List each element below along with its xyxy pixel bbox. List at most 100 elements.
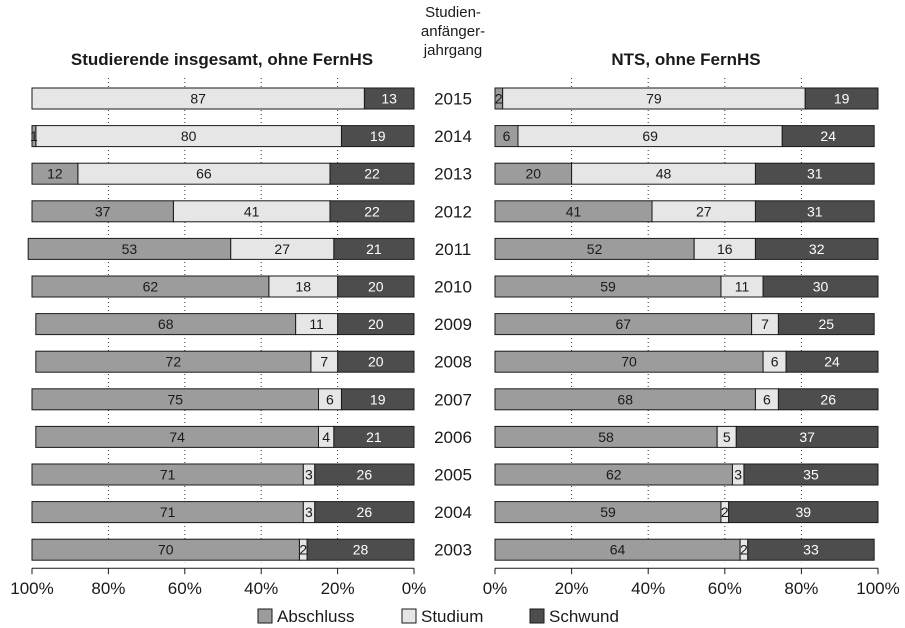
right-tick-label: 100% <box>856 579 899 598</box>
right-label-schwund-2005: 35 <box>803 467 819 483</box>
right-bar-schwund-2007 <box>777 388 879 411</box>
right-bar-schwund-2005 <box>743 463 879 486</box>
left-label-studium-2013: 66 <box>196 166 212 182</box>
year-label-2007: 2007 <box>434 390 472 409</box>
left-label-studium-2011: 27 <box>274 241 290 257</box>
left-label-abschluss-2004: 71 <box>160 504 176 520</box>
left-tick-label: 20% <box>321 579 355 598</box>
legend-label-studium: Studium <box>421 607 483 626</box>
right-label-schwund-2013: 31 <box>807 166 823 182</box>
right-label-studium-2013: 48 <box>656 166 672 182</box>
left-bar-abschluss-2011 <box>27 237 232 260</box>
left-label-studium-2015: 87 <box>190 91 206 107</box>
right-label-schwund-2006: 37 <box>799 429 815 445</box>
center-title-line-1: Studien- <box>425 4 481 21</box>
left-label-schwund-2015: 13 <box>381 91 397 107</box>
left-label-studium-2014: 80 <box>181 128 197 144</box>
right-tick-label: 0% <box>483 579 508 598</box>
right-label-schwund-2008: 24 <box>824 354 840 370</box>
left-bar-abschluss-2009 <box>35 313 297 336</box>
year-label-2014: 2014 <box>434 127 472 146</box>
year-label-2008: 2008 <box>434 353 472 372</box>
right-label-studium-2006: 5 <box>723 429 731 445</box>
left-label-abschluss-2011: 53 <box>122 241 138 257</box>
right-label-studium-2014: 69 <box>642 128 658 144</box>
left-bar-abschluss-2012 <box>31 200 174 223</box>
right-label-schwund-2012: 31 <box>807 203 823 219</box>
right-label-abschluss-2015: 2 <box>495 91 503 107</box>
left-label-schwund-2009: 20 <box>368 316 384 332</box>
left-label-schwund-2010: 20 <box>368 279 384 295</box>
left-label-studium-2007: 6 <box>326 391 334 407</box>
left-label-abschluss-2012: 37 <box>95 203 111 219</box>
right-label-abschluss-2011: 52 <box>587 241 603 257</box>
left-label-studium-2006: 4 <box>322 429 330 445</box>
right-label-schwund-2010: 30 <box>813 279 829 295</box>
left-label-abschluss-2006: 74 <box>169 429 185 445</box>
right-label-studium-2005: 3 <box>734 467 742 483</box>
left-label-schwund-2006: 21 <box>366 429 382 445</box>
right-label-abschluss-2005: 62 <box>606 467 622 483</box>
left-label-schwund-2005: 26 <box>357 467 373 483</box>
year-label-2013: 2013 <box>434 165 472 184</box>
legend-label-abschluss: Abschluss <box>277 607 354 626</box>
left-label-studium-2009: 11 <box>309 316 324 332</box>
left-label-abschluss-2005: 71 <box>160 467 176 483</box>
right-tick-label: 40% <box>631 579 665 598</box>
left-label-abschluss-2013: 12 <box>47 166 63 182</box>
right-tick-label: 20% <box>555 579 589 598</box>
left-label-studium-2012: 41 <box>244 203 260 219</box>
year-label-2003: 2003 <box>434 541 472 560</box>
right-label-abschluss-2009: 67 <box>616 316 632 332</box>
legend-swatch-studium <box>401 608 417 624</box>
right-panel-title: NTS, ohne FernHS <box>611 50 760 69</box>
year-label-2015: 2015 <box>434 90 472 109</box>
left-label-studium-2008: 7 <box>320 354 328 370</box>
right-label-schwund-2015: 19 <box>834 91 850 107</box>
legend-item-abschluss: Abschluss <box>257 607 354 626</box>
center-year-column: Studien- anfänger- jahrgang 2015 2014 2013… <box>421 4 485 560</box>
left-label-schwund-2013: 22 <box>364 166 380 182</box>
legend-item-schwund: Schwund <box>529 607 619 626</box>
right-bar-schwund-2009 <box>777 313 875 336</box>
right-bar-schwund-2003 <box>747 538 875 561</box>
legend-item-studium: Studium <box>401 607 483 626</box>
right-label-schwund-2003: 33 <box>803 542 819 558</box>
right-label-studium-2004: 2 <box>721 504 729 520</box>
left-label-abschluss-2009: 68 <box>158 316 174 332</box>
right-bar-schwund-2011 <box>754 237 879 260</box>
right-bar-schwund-2012 <box>754 200 875 223</box>
left-label-abschluss-2010: 62 <box>143 279 159 295</box>
right-label-abschluss-2013: 20 <box>526 166 542 182</box>
right-label-studium-2009: 7 <box>761 316 769 332</box>
right-bar-schwund-2004 <box>728 501 879 524</box>
right-tick-label: 60% <box>708 579 742 598</box>
right-label-abschluss-2006: 58 <box>598 429 614 445</box>
right-label-studium-2015: 79 <box>646 91 662 107</box>
legend: Abschluss Studium Schwund <box>257 607 619 626</box>
legend-label-schwund: Schwund <box>549 607 619 626</box>
year-label-2009: 2009 <box>434 315 472 334</box>
left-bar-abschluss-2006 <box>35 425 319 448</box>
center-title-line-3: jahrgang <box>423 42 482 59</box>
left-label-abschluss-2007: 75 <box>167 391 183 407</box>
center-title-line-2: anfänger- <box>421 23 485 40</box>
left-label-studium-2005: 3 <box>305 467 313 483</box>
left-tick-label: 80% <box>91 579 125 598</box>
left-label-schwund-2003: 28 <box>353 542 369 558</box>
left-tick-label: 40% <box>244 579 278 598</box>
right-bar-schwund-2014 <box>781 125 875 148</box>
right-bar-schwund-2006 <box>735 425 879 448</box>
left-label-abschluss-2008: 72 <box>166 354 182 370</box>
left-label-studium-2003: 2 <box>299 542 307 558</box>
right-bar-schwund-2008 <box>785 350 879 373</box>
right-label-schwund-2011: 32 <box>809 241 825 257</box>
left-tick-label: 0% <box>402 579 427 598</box>
right-label-studium-2007: 6 <box>763 391 771 407</box>
year-label-2006: 2006 <box>434 428 472 447</box>
left-label-schwund-2014: 19 <box>370 128 386 144</box>
right-tick-label: 80% <box>784 579 818 598</box>
right-label-studium-2003: 2 <box>740 542 748 558</box>
